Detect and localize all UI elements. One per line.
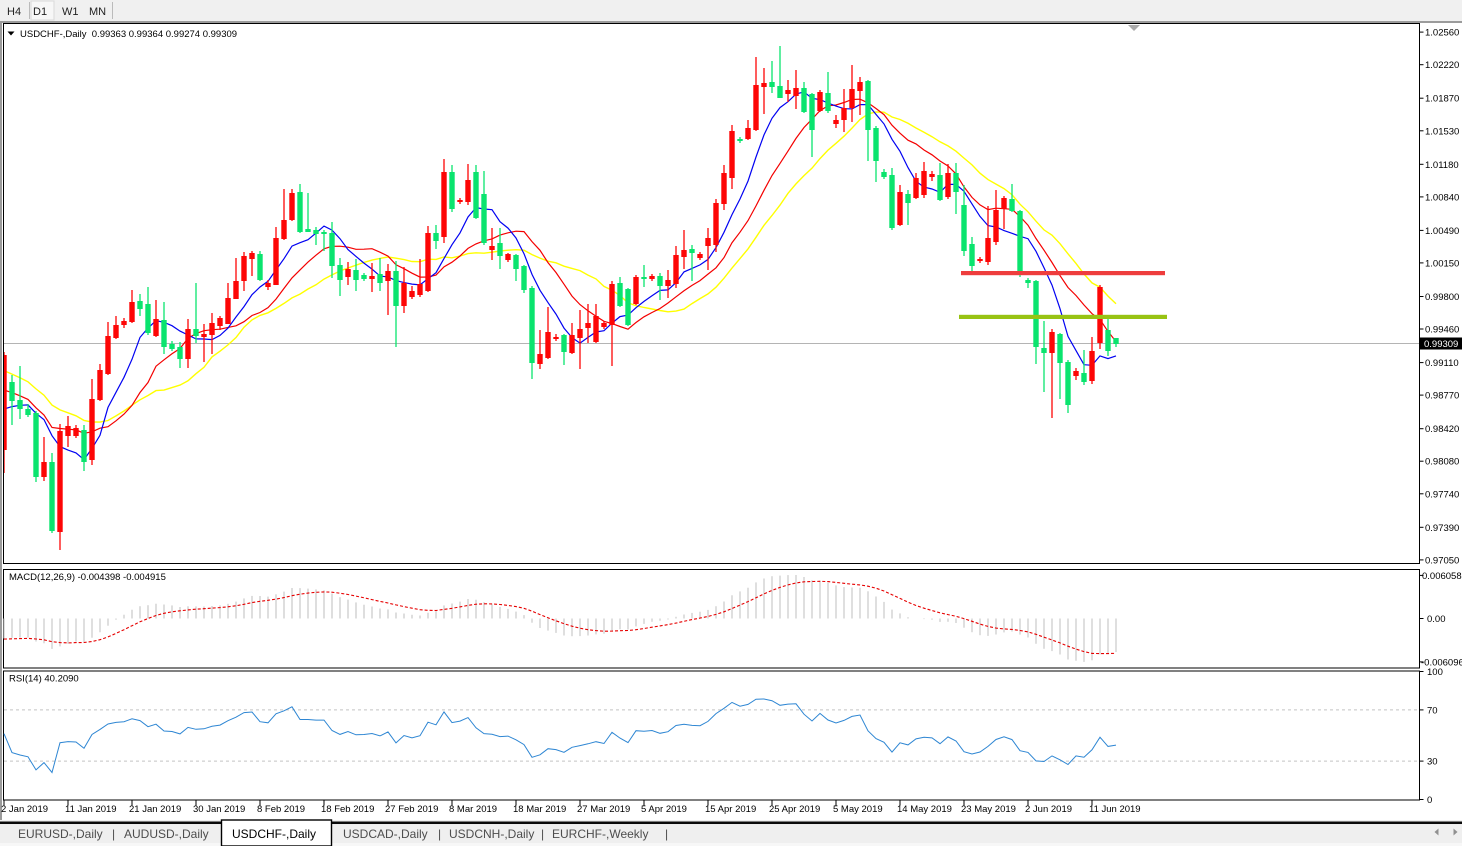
svg-text:15 Apr 2019: 15 Apr 2019 <box>705 804 756 815</box>
svg-text:1.00490: 1.00490 <box>1425 226 1459 237</box>
svg-text:8 Feb 2019: 8 Feb 2019 <box>257 804 305 815</box>
svg-text:5 May 2019: 5 May 2019 <box>833 804 883 815</box>
svg-text:0.98770: 0.98770 <box>1425 391 1459 402</box>
svg-text:70: 70 <box>1427 705 1438 716</box>
svg-text:18 Mar 2019: 18 Mar 2019 <box>513 804 566 815</box>
svg-text:MACD(12,26,9) -0.004398 -0.004: MACD(12,26,9) -0.004398 -0.004915 <box>9 572 166 583</box>
svg-text:27 Mar 2019: 27 Mar 2019 <box>577 804 630 815</box>
svg-text:|: | <box>665 827 668 841</box>
svg-text:USDCHF-,Daily 0.99363 0.99364: USDCHF-,Daily 0.99363 0.99364 0.99274 0.… <box>20 29 237 40</box>
svg-text:100: 100 <box>1427 667 1443 678</box>
svg-text:|: | <box>112 827 115 841</box>
svg-text:0.97050: 0.97050 <box>1425 555 1459 566</box>
svg-text:RSI(14) 40.2090: RSI(14) 40.2090 <box>9 674 79 685</box>
svg-text:0.98080: 0.98080 <box>1425 457 1459 468</box>
svg-text:H4: H4 <box>7 6 21 18</box>
svg-text:-0.006096: -0.006096 <box>1421 657 1462 668</box>
svg-text:0.99800: 0.99800 <box>1425 292 1459 303</box>
svg-text:EURCHF-,Weekly: EURCHF-,Weekly <box>552 827 648 841</box>
svg-text:2 Jan 2019: 2 Jan 2019 <box>1 804 48 815</box>
svg-text:30 Jan 2019: 30 Jan 2019 <box>193 804 245 815</box>
svg-text:8 Mar 2019: 8 Mar 2019 <box>449 804 497 815</box>
svg-text:0.99309: 0.99309 <box>1424 339 1458 350</box>
svg-text:1.02220: 1.02220 <box>1425 60 1459 71</box>
svg-text:1.01180: 1.01180 <box>1425 160 1459 171</box>
svg-text:W1: W1 <box>62 6 79 18</box>
svg-text:D1: D1 <box>33 6 47 18</box>
svg-text:USDCHF-,Daily: USDCHF-,Daily <box>232 827 316 841</box>
svg-text:27 Feb 2019: 27 Feb 2019 <box>385 804 438 815</box>
svg-text:1.01530: 1.01530 <box>1425 126 1459 137</box>
svg-text:14 May 2019: 14 May 2019 <box>897 804 952 815</box>
svg-text:23 May 2019: 23 May 2019 <box>961 804 1016 815</box>
svg-text:0.99110: 0.99110 <box>1425 358 1459 369</box>
svg-text:MN: MN <box>89 6 106 18</box>
svg-text:18 Feb 2019: 18 Feb 2019 <box>321 804 374 815</box>
svg-text:USDCNH-,Daily: USDCNH-,Daily <box>449 827 534 841</box>
svg-text:2 Jun 2019: 2 Jun 2019 <box>1025 804 1072 815</box>
svg-text:0.97740: 0.97740 <box>1425 489 1459 500</box>
svg-text:11 Jun 2019: 11 Jun 2019 <box>1089 804 1141 815</box>
svg-text:1.02560: 1.02560 <box>1425 28 1459 39</box>
svg-text:1.00840: 1.00840 <box>1425 192 1459 203</box>
svg-text:30: 30 <box>1427 757 1438 768</box>
svg-text:|: | <box>541 827 544 841</box>
svg-text:21 Jan 2019: 21 Jan 2019 <box>129 804 181 815</box>
svg-text:1.00150: 1.00150 <box>1425 258 1459 269</box>
svg-text:1.01870: 1.01870 <box>1425 94 1459 105</box>
svg-text:0.006058: 0.006058 <box>1422 571 1462 582</box>
svg-text:0: 0 <box>1427 795 1432 806</box>
svg-text:|: | <box>438 827 441 841</box>
svg-text:0.99460: 0.99460 <box>1425 325 1459 336</box>
svg-text:0.00: 0.00 <box>1427 614 1446 625</box>
svg-text:0.97390: 0.97390 <box>1425 523 1459 534</box>
svg-text:11 Jan 2019: 11 Jan 2019 <box>65 804 117 815</box>
svg-text:EURUSD-,Daily: EURUSD-,Daily <box>18 827 103 841</box>
svg-text:5 Apr 2019: 5 Apr 2019 <box>641 804 687 815</box>
svg-text:USDCAD-,Daily: USDCAD-,Daily <box>343 827 428 841</box>
svg-text:AUDUSD-,Daily: AUDUSD-,Daily <box>124 827 209 841</box>
svg-text:0.98420: 0.98420 <box>1425 424 1459 435</box>
svg-text:25 Apr 2019: 25 Apr 2019 <box>769 804 820 815</box>
